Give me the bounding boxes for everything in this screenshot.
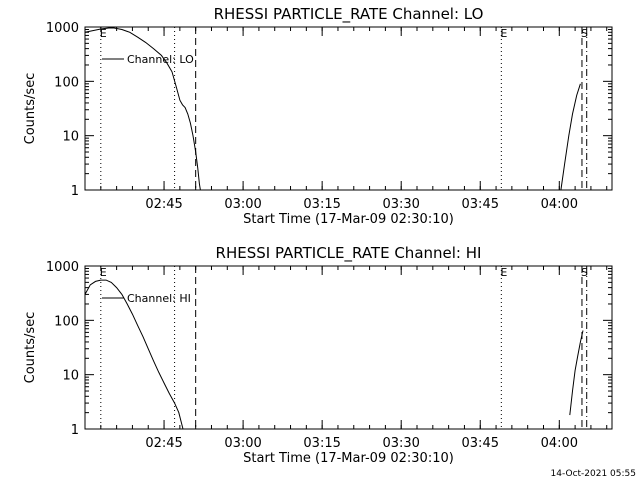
event-marker-label: S — [581, 266, 588, 279]
x-axis-label: Start Time (17-Mar-09 02:30:10) — [243, 212, 454, 227]
y-axis-label: Counts/sec — [23, 73, 38, 145]
legend-label: Channel: LO — [127, 53, 194, 66]
y-tick-label: 1 — [71, 423, 79, 438]
x-axis-label: Start Time (17-Mar-09 02:30:10) — [243, 451, 454, 466]
plot-frame — [84, 26, 613, 191]
x-tick-label: 04:00 — [541, 197, 578, 212]
event-marker-label: S — [581, 27, 588, 40]
plot-channel-lo: RHESSI PARTICLE_RATE Channel: LO Start Ti… — [23, 5, 613, 227]
series-line — [560, 83, 581, 191]
x-tick-label: 03:15 — [303, 197, 340, 212]
x-tick-label: 04:00 — [541, 436, 578, 451]
event-marker-label: E — [100, 266, 107, 279]
generation-timestamp: 14-Oct-2021 05:55 — [551, 469, 636, 479]
x-tick-label: 03:15 — [303, 436, 340, 451]
y-tick-label: 1000 — [46, 260, 79, 275]
y-tick-label: 100 — [54, 75, 79, 90]
plot-frame — [84, 265, 613, 430]
event-marker-label: E — [500, 266, 507, 279]
y-axis-label: Counts/sec — [23, 312, 38, 384]
legend-label: Channel: HI — [127, 292, 191, 305]
y-tick-label: 1000 — [46, 21, 79, 36]
x-tick-label: 02:45 — [145, 436, 182, 451]
y-tick-label: 10 — [62, 130, 79, 145]
y-tick-label: 100 — [54, 314, 79, 329]
x-tick-label: 03:00 — [224, 197, 261, 212]
x-tick-label: 02:45 — [145, 197, 182, 212]
plot-channel-hi: RHESSI PARTICLE_RATE Channel: HI Start Ti… — [23, 244, 613, 466]
y-tick-label: 10 — [62, 369, 79, 384]
x-tick-label: 03:30 — [382, 197, 419, 212]
chart-title: RHESSI PARTICLE_RATE Channel: LO — [214, 5, 484, 24]
chart-title: RHESSI PARTICLE_RATE Channel: HI — [216, 244, 482, 263]
event-marker-label: E — [500, 27, 507, 40]
y-tick-label: 1 — [71, 184, 79, 199]
series-line — [84, 27, 201, 191]
x-tick-label: 03:30 — [382, 436, 419, 451]
x-tick-label: 03:00 — [224, 436, 261, 451]
event-marker-label: E — [100, 27, 107, 40]
x-tick-label: 03:45 — [462, 197, 499, 212]
series-line — [84, 279, 184, 430]
series-line — [569, 330, 584, 416]
x-tick-label: 03:45 — [462, 436, 499, 451]
